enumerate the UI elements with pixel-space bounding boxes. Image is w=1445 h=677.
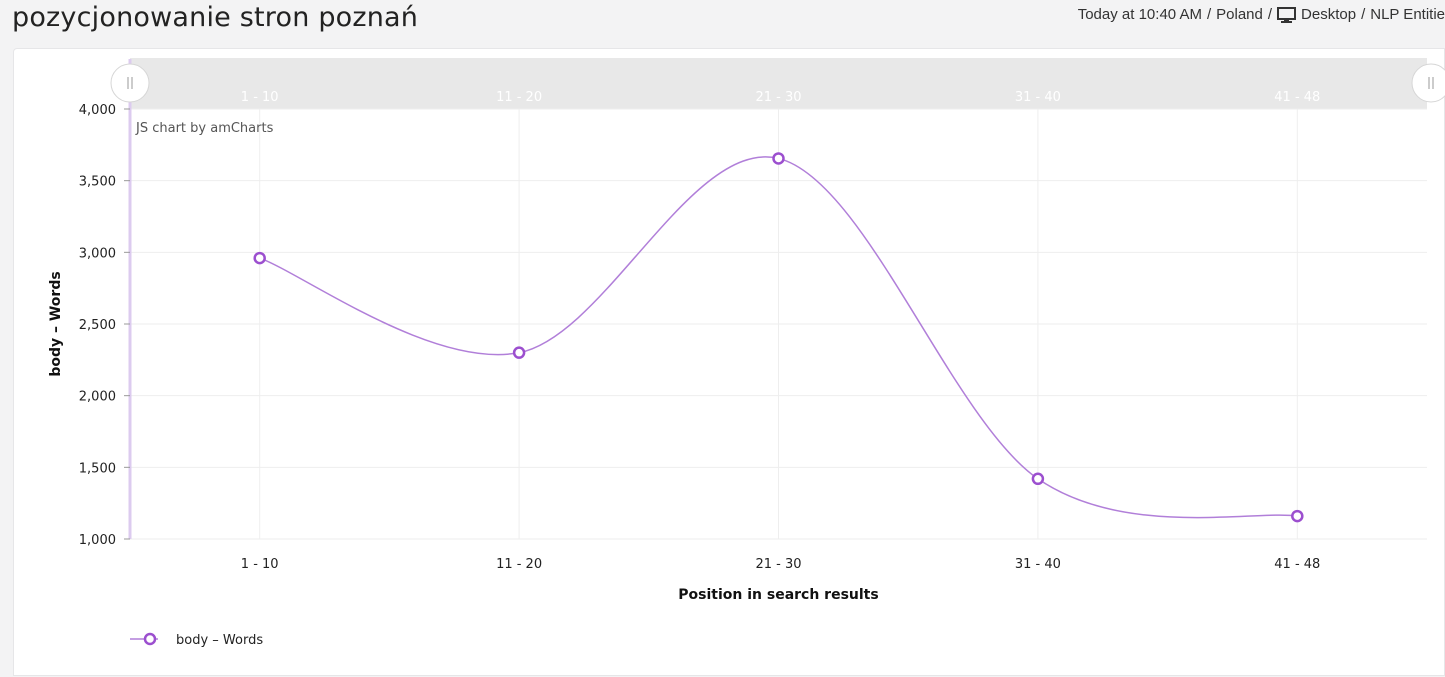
data-point (512, 346, 526, 359)
report-name: NLP Entitie (1370, 6, 1445, 23)
legend-circle-marker (143, 632, 157, 646)
y-axis-ticks: 1,000 1,500 2,000 2,500 3,000 3,500 4,000 (79, 103, 130, 548)
data-point (1291, 509, 1304, 523)
x-axis-ticks: 1 - 10 11 - 20 21 - 30 31 - 40 41 - 48 (241, 557, 1321, 572)
separator: / (1361, 6, 1366, 23)
x-tick-label: 1 - 10 (241, 557, 279, 572)
scrollbar-grip-left[interactable] (110, 63, 150, 103)
legend[interactable]: body – Words (130, 632, 263, 648)
data-point (253, 251, 266, 265)
timestamp: Today at 10:40 AM (1077, 6, 1202, 23)
x-tick-label: 31 - 40 (1015, 557, 1061, 572)
y-tick-label: 2,000 (79, 390, 116, 405)
y-tick-label: 4,000 (79, 103, 116, 118)
chart-grid (130, 108, 1427, 540)
report-meta: Today at 10:40 AM / Poland / Desktop / N… (1078, 6, 1445, 23)
separator: / (1206, 6, 1212, 23)
x-tick-label: 11 - 20 (496, 557, 542, 572)
y-tick-label: 3,500 (79, 175, 116, 190)
scrollbar-grip-right[interactable] (1411, 63, 1445, 103)
y-tick-label: 2,500 (79, 318, 116, 333)
line-chart: 1 - 10 11 - 20 21 - 30 31 - 40 41 - 48 1,000… (48, 58, 1445, 648)
separator: / (1267, 6, 1273, 23)
x-tick-label: 41 - 48 (1274, 557, 1320, 572)
amcharts-credit[interactable]: JS chart by amCharts (135, 121, 274, 136)
page-title: pozycjonowanie stron poznań (12, 2, 419, 33)
y-axis-title: body – Words (48, 271, 64, 376)
device: Desktop (1301, 6, 1357, 23)
scrollbar-label: 1 - 10 (241, 90, 279, 105)
y-tick-label: 1,500 (79, 461, 116, 476)
scrollbar-labels: 1 - 10 11 - 20 21 - 30 31 - 40 41 - 48 (241, 90, 1321, 105)
chart-scrollbar[interactable] (130, 58, 1427, 109)
series-points (253, 152, 1304, 523)
location: Poland (1216, 6, 1263, 23)
data-point (772, 152, 785, 165)
y-tick-label: 1,000 (79, 533, 116, 548)
y-tick-label: 3,000 (79, 246, 116, 261)
grip-circle (110, 63, 150, 103)
scrollbar-label: 31 - 40 (1015, 90, 1061, 105)
scrollbar-label: 11 - 20 (496, 90, 542, 105)
data-point (1031, 472, 1045, 486)
x-axis-title: Position in search results (678, 587, 878, 603)
chart-card: 1 - 10 11 - 20 21 - 30 31 - 40 41 - 48 1,000… (13, 48, 1445, 676)
desktop-icon (1277, 6, 1297, 23)
scrollbar-label: 41 - 48 (1274, 90, 1320, 105)
scrollbar-label: 21 - 30 (755, 90, 801, 105)
x-tick-label: 21 - 30 (755, 557, 801, 572)
legend-label: body – Words (176, 633, 263, 648)
